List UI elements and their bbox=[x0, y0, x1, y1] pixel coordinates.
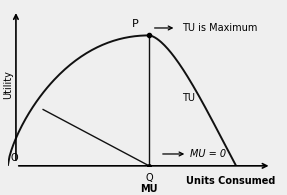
Text: O: O bbox=[11, 153, 18, 163]
Text: Units Consumed: Units Consumed bbox=[186, 176, 275, 186]
Text: MU = 0: MU = 0 bbox=[190, 149, 226, 159]
Text: TU is Maximum: TU is Maximum bbox=[182, 23, 257, 33]
Text: TU: TU bbox=[182, 93, 195, 103]
Text: Utility: Utility bbox=[3, 70, 13, 99]
Text: Q: Q bbox=[145, 173, 153, 183]
Text: MU: MU bbox=[140, 184, 158, 194]
Text: P: P bbox=[131, 20, 138, 29]
